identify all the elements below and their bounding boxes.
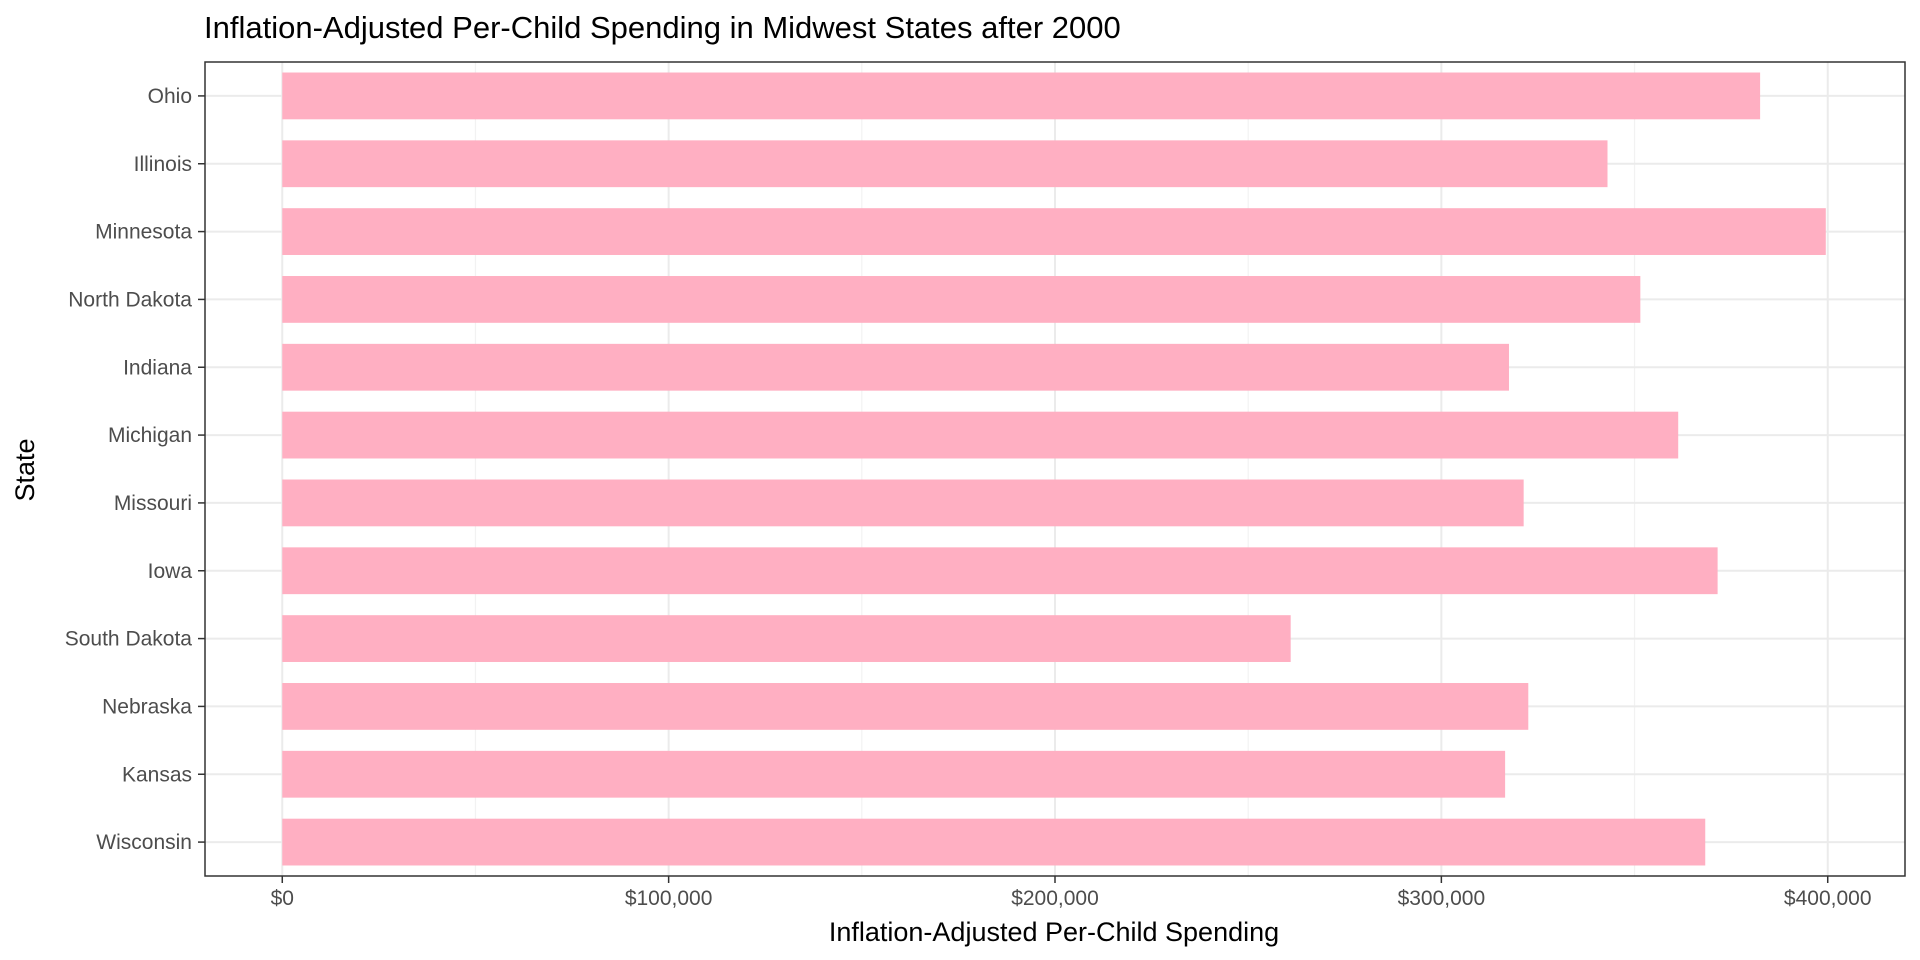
y-tick-label: North Dakota [68,288,192,311]
y-tick-label: Indiana [123,356,192,379]
bar-illinois [282,140,1608,188]
y-tick-label: Wisconsin [96,831,192,854]
bar-kansas [282,750,1506,798]
bar-ohio [282,72,1761,120]
x-tick-label: $100,000 [625,887,713,910]
y-tick-label: Missouri [114,492,192,515]
bar-nebraska [282,683,1529,730]
y-axis: Ohio Illinois Minnesota North Dakota Indiana… [65,85,205,854]
bars [282,72,1826,866]
bar-indiana [282,343,1509,391]
y-tick-label: Michigan [108,424,192,447]
y-tick-label: South Dakota [65,628,193,651]
y-tick-label: Kansas [122,763,192,786]
bar-iowa [282,547,1718,595]
bar-minnesota [282,208,1826,255]
x-tick-label: $200,000 [1011,887,1099,910]
y-tick-label: Illinois [134,153,192,176]
x-axis-title: Inflation-Adjusted Per-Child Spending [829,917,1279,947]
bar-wisconsin [282,818,1706,866]
x-tick-label: $400,000 [1784,887,1872,910]
y-tick-label: Minnesota [95,221,192,244]
y-axis-title: State [10,438,40,501]
bar-south-dakota [282,615,1291,662]
bar-michigan [282,411,1679,459]
x-tick-label: $0 [271,887,294,910]
x-tick-label: $300,000 [1398,887,1486,910]
bar-north-dakota [282,276,1641,323]
chart-title: Inflation-Adjusted Per-Child Spending in… [204,10,1121,45]
x-axis: $0 $100,000 $200,000 $300,000 $400,000 [271,876,1872,910]
y-tick-label: Iowa [148,560,193,583]
y-tick-label: Ohio [148,85,192,108]
bar-missouri [282,479,1524,527]
y-tick-label: Nebraska [102,695,192,718]
